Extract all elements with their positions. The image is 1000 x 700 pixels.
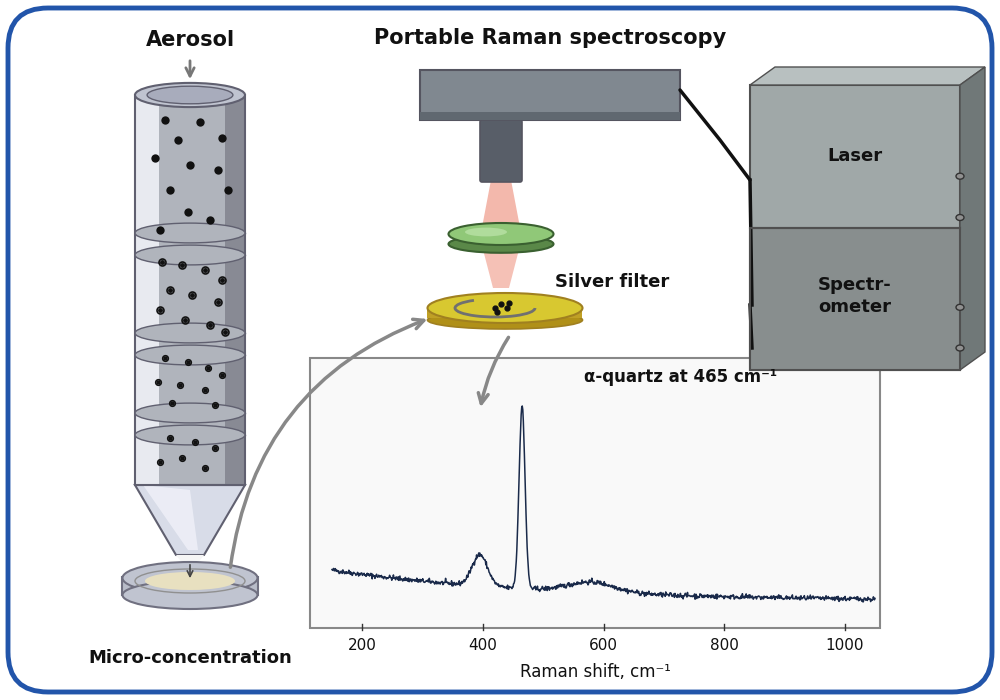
Text: Aerosol: Aerosol xyxy=(145,30,235,50)
Ellipse shape xyxy=(448,235,554,253)
FancyBboxPatch shape xyxy=(8,8,992,692)
Ellipse shape xyxy=(135,83,245,107)
Bar xyxy=(122,577,258,595)
Ellipse shape xyxy=(448,223,554,245)
Text: 600: 600 xyxy=(589,638,618,653)
Ellipse shape xyxy=(956,304,964,310)
Polygon shape xyxy=(480,180,522,238)
Ellipse shape xyxy=(122,581,258,609)
Polygon shape xyxy=(420,70,680,145)
Bar xyxy=(750,228,960,370)
Text: Micro-concentration: Micro-concentration xyxy=(88,649,292,667)
Ellipse shape xyxy=(956,214,964,220)
Text: Raman shift, cm⁻¹: Raman shift, cm⁻¹ xyxy=(520,663,670,681)
Text: 1000: 1000 xyxy=(826,638,864,653)
Bar xyxy=(750,228,960,370)
Ellipse shape xyxy=(465,228,507,237)
Bar xyxy=(135,95,245,485)
Polygon shape xyxy=(135,485,245,555)
Polygon shape xyxy=(480,238,522,288)
FancyBboxPatch shape xyxy=(750,85,960,370)
Bar xyxy=(420,112,680,120)
Ellipse shape xyxy=(428,293,582,323)
Ellipse shape xyxy=(956,345,964,351)
FancyBboxPatch shape xyxy=(480,120,522,182)
Bar xyxy=(225,95,245,485)
Text: Laser: Laser xyxy=(827,147,883,165)
Bar xyxy=(135,95,159,485)
Ellipse shape xyxy=(135,345,245,365)
Polygon shape xyxy=(750,67,985,85)
Text: 800: 800 xyxy=(710,638,739,653)
Ellipse shape xyxy=(135,323,245,343)
Ellipse shape xyxy=(145,572,235,590)
Ellipse shape xyxy=(428,311,582,329)
Ellipse shape xyxy=(135,425,245,445)
Text: 400: 400 xyxy=(468,638,497,653)
Ellipse shape xyxy=(122,562,258,594)
Polygon shape xyxy=(960,67,985,370)
Ellipse shape xyxy=(147,86,233,104)
Polygon shape xyxy=(176,555,204,568)
Bar xyxy=(427,308,582,318)
Text: α-quartz at 465 cm⁻¹: α-quartz at 465 cm⁻¹ xyxy=(584,368,777,386)
Text: Silver filter: Silver filter xyxy=(555,273,669,291)
Text: Portable Raman spectroscopy: Portable Raman spectroscopy xyxy=(374,28,726,48)
Ellipse shape xyxy=(956,173,964,179)
Text: Spectr-
ometer: Spectr- ometer xyxy=(818,276,892,316)
Bar xyxy=(135,95,245,485)
Ellipse shape xyxy=(135,223,245,243)
Bar xyxy=(310,358,880,628)
Text: 200: 200 xyxy=(348,638,377,653)
Polygon shape xyxy=(143,485,198,550)
Ellipse shape xyxy=(135,245,245,265)
Ellipse shape xyxy=(135,403,245,423)
